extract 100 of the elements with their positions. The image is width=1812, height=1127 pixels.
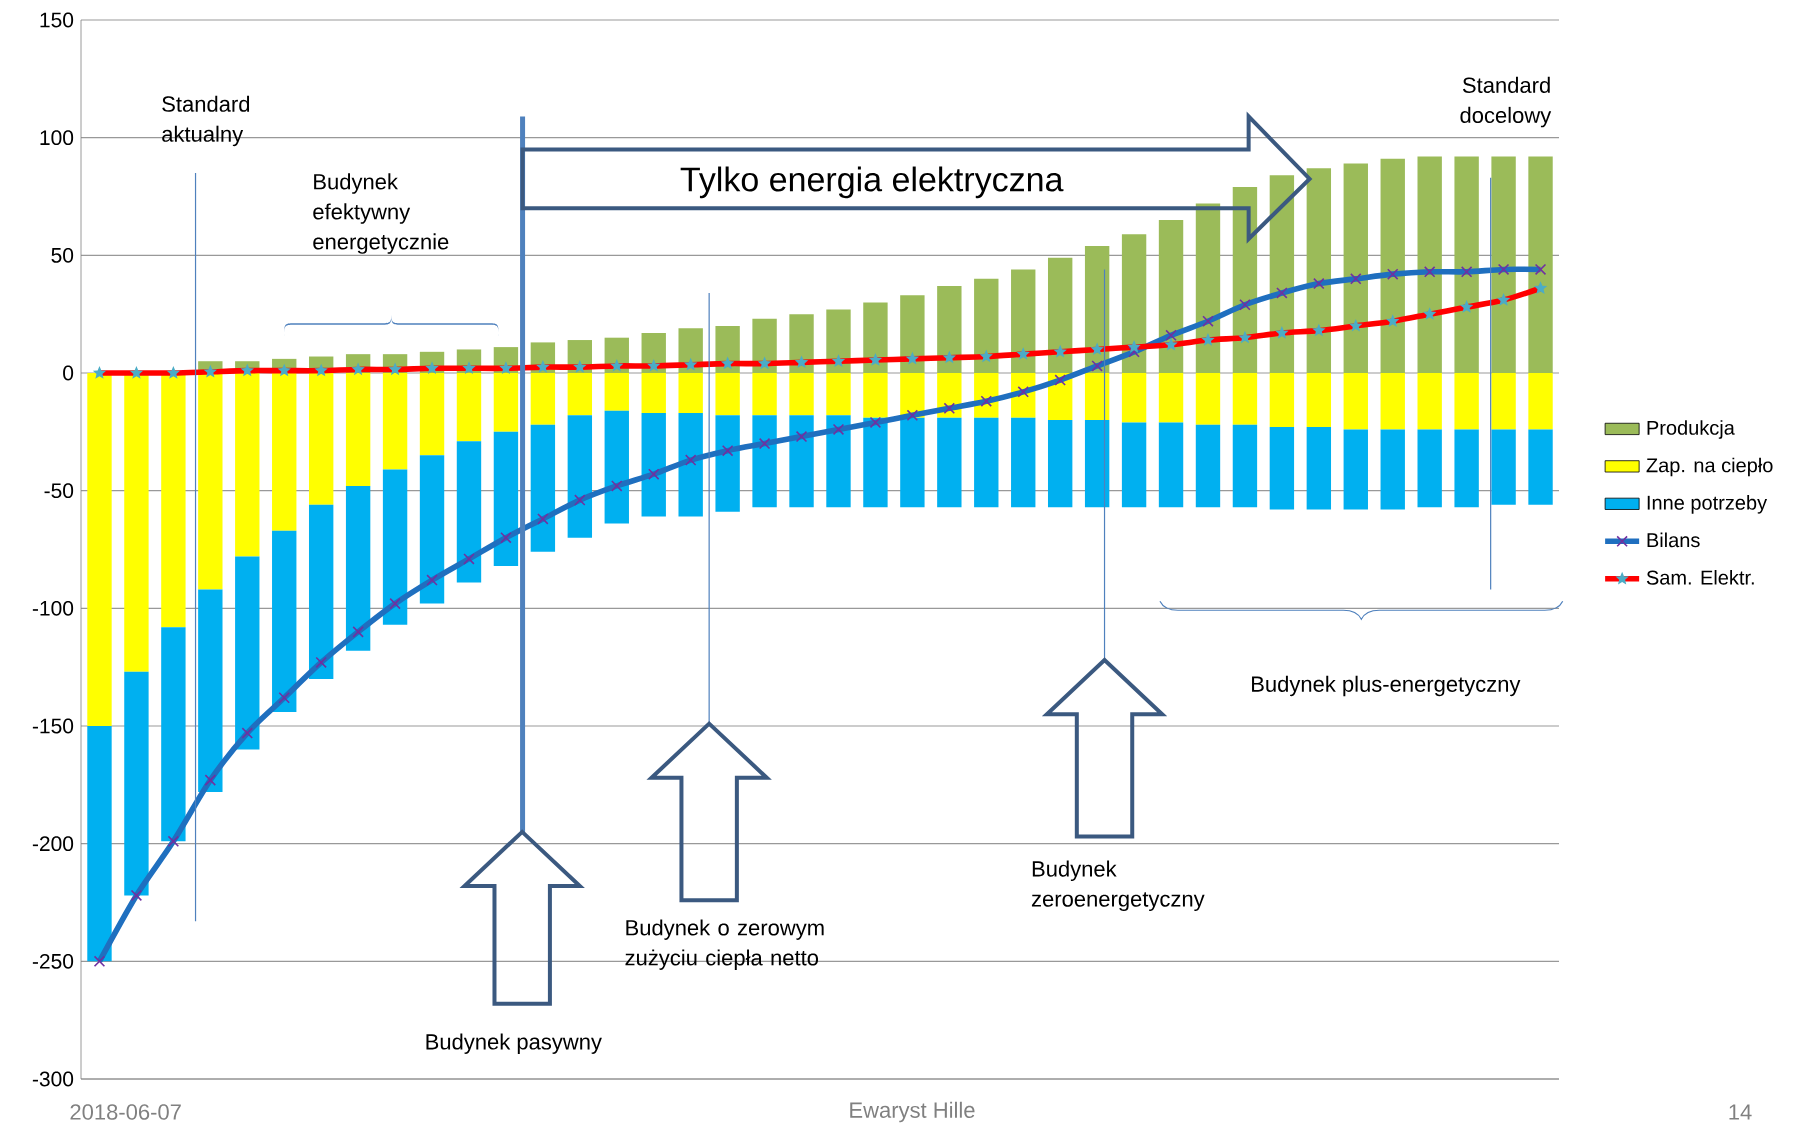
bar xyxy=(1417,372,1442,430)
y-tick-label: 0 xyxy=(63,365,74,381)
legend-label: Produkcja xyxy=(1647,420,1735,439)
y-tick-label: 150 xyxy=(40,12,74,28)
bar xyxy=(900,417,925,508)
legend-label: Zap. na ciepło xyxy=(1646,457,1773,477)
y-tick-label: -150 xyxy=(32,718,74,734)
bar xyxy=(752,415,777,508)
bar xyxy=(1195,424,1221,508)
bar xyxy=(87,372,112,726)
bar xyxy=(1528,156,1553,373)
bar xyxy=(826,372,851,416)
bar xyxy=(1417,429,1442,508)
bar xyxy=(308,504,334,679)
y-tick-label: 50 xyxy=(51,247,74,263)
bar xyxy=(493,431,519,566)
y-tick-label: -250 xyxy=(32,953,74,969)
bar xyxy=(1343,429,1368,510)
bar xyxy=(1491,372,1516,430)
bar xyxy=(530,424,556,552)
annotation: Budynek o zerowym zużyciu ciepła netto xyxy=(625,919,824,970)
y-tick-label: 100 xyxy=(40,130,74,146)
bar xyxy=(1380,158,1405,373)
y-tick-label: -100 xyxy=(32,600,74,616)
annotation: Budynek efektywny energetycznie xyxy=(313,173,449,254)
bar xyxy=(272,372,297,531)
bar xyxy=(456,441,482,583)
bar xyxy=(272,530,297,712)
text: 2018-06-07 xyxy=(70,1104,181,1120)
bar xyxy=(974,417,999,508)
annotation: Budynek zeroenergetyczny xyxy=(1031,860,1205,912)
bar xyxy=(900,295,925,373)
bar xyxy=(161,372,186,628)
bar xyxy=(1158,422,1184,508)
bar xyxy=(235,372,260,557)
bar xyxy=(1417,156,1442,373)
bar xyxy=(493,372,519,432)
annotation: Budynek plus-energetyczny xyxy=(1252,675,1521,697)
bar xyxy=(1084,372,1110,421)
bar xyxy=(345,372,371,486)
bar xyxy=(678,372,703,413)
bar xyxy=(826,309,851,373)
y-tick-label: -200 xyxy=(32,836,74,852)
text: Ewaryst Hille xyxy=(850,1101,975,1123)
bar xyxy=(1195,372,1221,425)
bar xyxy=(198,589,223,792)
bar xyxy=(382,372,408,470)
bar xyxy=(1306,372,1332,428)
bar xyxy=(1306,427,1332,510)
bar xyxy=(789,415,814,508)
bar xyxy=(419,372,445,456)
legend-label: Inne potrzeby xyxy=(1647,495,1768,514)
bar xyxy=(974,278,999,373)
bar xyxy=(641,372,666,413)
bar xyxy=(1158,220,1184,373)
bar xyxy=(1232,424,1258,508)
bar xyxy=(1491,156,1516,373)
bar xyxy=(678,413,703,517)
bar xyxy=(530,372,556,425)
bar xyxy=(1047,420,1073,508)
text: 14 xyxy=(1729,1104,1752,1120)
bar xyxy=(1121,422,1147,508)
bar xyxy=(1011,417,1036,508)
bar xyxy=(1491,429,1516,505)
y-tick-label: -300 xyxy=(32,1071,74,1087)
bar xyxy=(1454,429,1479,508)
bar xyxy=(1343,372,1368,430)
bar xyxy=(235,556,260,750)
bar xyxy=(308,372,334,505)
legend-label: Bilans xyxy=(1647,532,1700,548)
bar xyxy=(937,285,962,373)
bar xyxy=(1269,175,1295,373)
bar xyxy=(382,469,408,625)
bar xyxy=(826,415,851,508)
bar xyxy=(1454,156,1479,373)
bar xyxy=(604,410,629,524)
bar xyxy=(1454,372,1479,430)
bar xyxy=(715,415,740,512)
bar xyxy=(567,415,593,538)
bar xyxy=(752,372,777,416)
bar xyxy=(604,372,629,411)
bar xyxy=(937,417,962,508)
bar xyxy=(1158,372,1184,423)
bar xyxy=(863,302,888,373)
bar xyxy=(1195,203,1221,373)
bar xyxy=(345,485,371,651)
annotation: Standard docelowy xyxy=(1460,76,1552,128)
bar xyxy=(1121,234,1147,373)
bar xyxy=(863,372,888,418)
bar xyxy=(1232,372,1258,425)
bar xyxy=(419,455,445,604)
bar xyxy=(1380,429,1405,510)
bar xyxy=(641,413,666,517)
bar xyxy=(1269,372,1295,428)
bar xyxy=(1084,420,1110,508)
bar xyxy=(87,725,112,962)
bar xyxy=(567,372,593,416)
bar xyxy=(198,372,223,590)
bar xyxy=(1380,372,1405,430)
bar xyxy=(161,627,186,842)
